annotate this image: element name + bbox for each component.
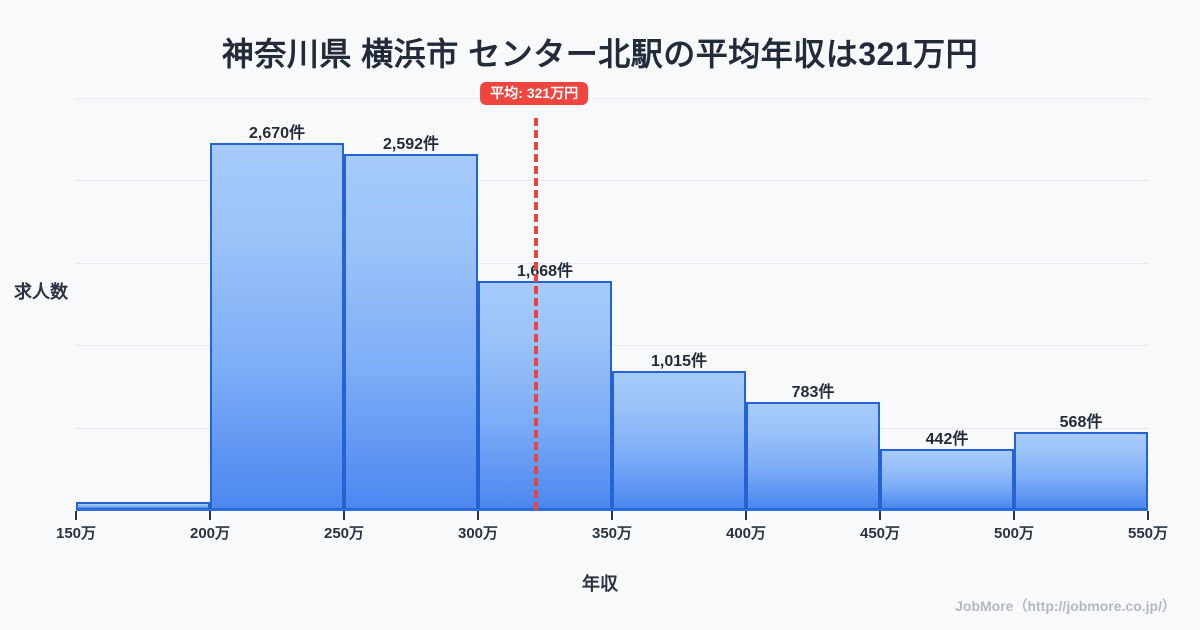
bar[interactable] [76, 501, 210, 510]
x-axis-title: 年収 [582, 574, 618, 594]
x-axis-line [76, 509, 1148, 511]
x-tick-mark [879, 511, 881, 520]
plot-area [76, 98, 1148, 511]
gridline [76, 180, 1148, 182]
bar-value-label: 2,592件 [382, 136, 440, 154]
x-tick-mark [1147, 511, 1149, 520]
x-tick-mark [1013, 511, 1015, 520]
x-tick-label: 450万 [859, 525, 901, 542]
gridline [76, 98, 1148, 99]
bar-value-label: 1,668件 [516, 262, 574, 280]
mean-value-badge: 平均: 321万円 [480, 82, 589, 105]
x-tick-mark [209, 511, 211, 520]
x-tick-label: 150万 [55, 525, 97, 542]
gridline [76, 345, 1148, 347]
mean-dashed-line [534, 118, 539, 510]
bar-value-label: 1,015件 [650, 352, 708, 370]
footer-credit: JobMore（http://jobmore.co.jp/） [955, 598, 1176, 614]
bar-value-label: 442件 [925, 431, 969, 449]
bar[interactable] [880, 449, 1014, 510]
x-tick-mark [343, 511, 345, 520]
bar-value-label: 2,670件 [248, 125, 306, 143]
bar[interactable] [210, 143, 344, 510]
x-tick-mark [745, 511, 747, 520]
x-tick-label: 550万 [1127, 525, 1169, 542]
bar-value-label: 783件 [791, 384, 835, 402]
x-tick-label: 300万 [457, 525, 499, 542]
bar[interactable] [1014, 432, 1148, 510]
x-tick-label: 250万 [323, 525, 365, 542]
bar[interactable] [746, 402, 880, 510]
y-axis-title: 求人数 [14, 282, 68, 302]
x-tick-mark [75, 511, 77, 520]
bar[interactable] [478, 280, 612, 510]
x-tick-label: 200万 [189, 525, 231, 542]
bar-value-label: 568件 [1059, 413, 1103, 431]
x-tick-mark [477, 511, 479, 520]
x-tick-label: 350万 [591, 525, 633, 542]
x-tick-mark [611, 511, 613, 520]
chart-title: 神奈川県 横浜市 センター北駅の平均年収は321万円 [221, 36, 979, 72]
x-tick-label: 500万 [993, 525, 1035, 542]
bar[interactable] [612, 370, 746, 510]
bar[interactable] [344, 154, 478, 510]
gridline [76, 262, 1148, 264]
x-tick-label: 400万 [725, 525, 767, 542]
